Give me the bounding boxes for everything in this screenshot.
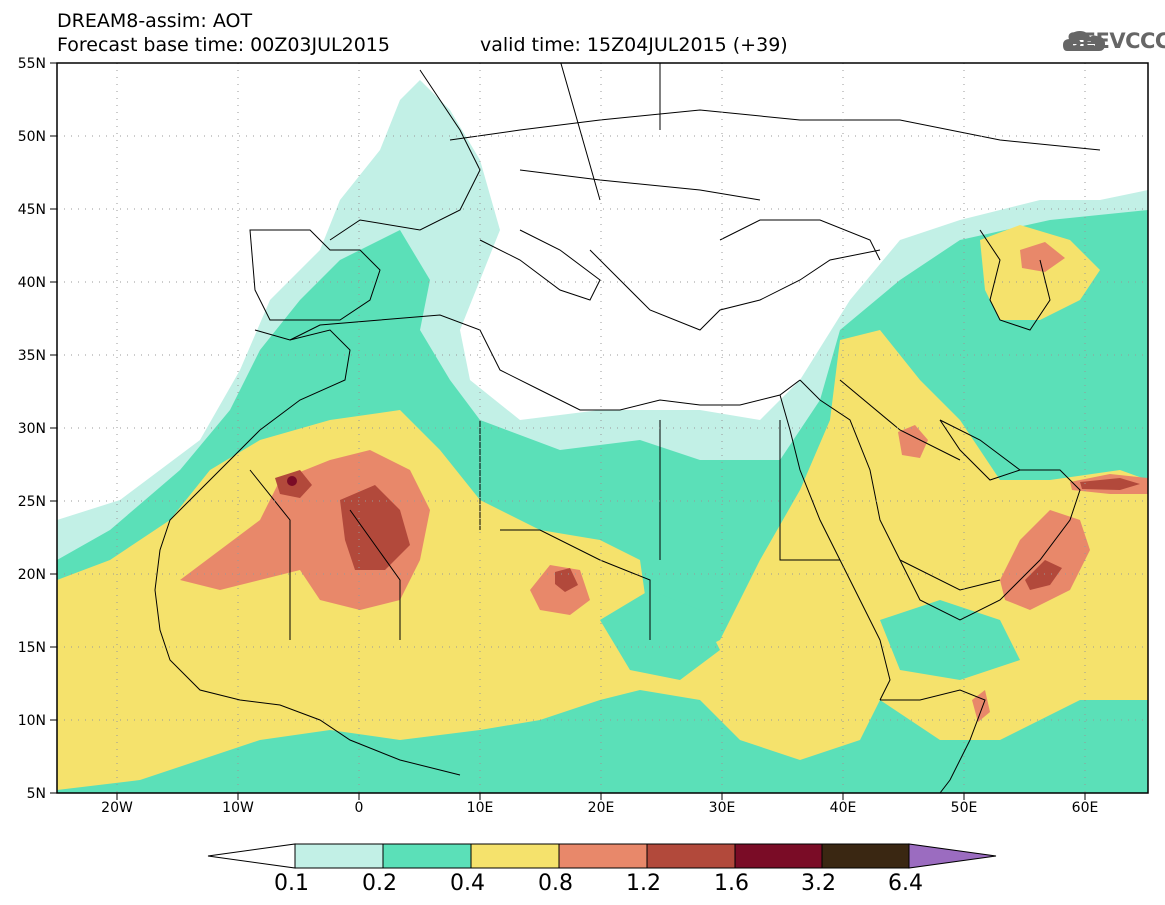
colorbar-segment <box>734 843 823 869</box>
lon-label: 40E <box>830 800 857 816</box>
coast-iberia <box>249 229 381 321</box>
lon-label: 20W <box>101 800 133 816</box>
cloud-icon <box>1063 31 1105 51</box>
lat-label: 25N <box>18 494 46 510</box>
lat-label: 20N <box>18 567 46 583</box>
colorbar-label: 3.2 <box>801 871 836 896</box>
colorbar-label: 6.4 <box>888 871 923 896</box>
coast-arabia <box>799 379 1081 621</box>
aot-band-0.8-somalia <box>972 690 990 722</box>
aot-band-0.4 <box>57 330 1148 790</box>
colorbar-label: 0.4 <box>450 871 485 896</box>
aot-band-0.2-horn <box>880 600 1020 680</box>
lat-label: 50N <box>18 129 46 145</box>
colorbar <box>207 843 997 869</box>
colorbar-label: 1.2 <box>626 871 661 896</box>
lon-label: 30E <box>709 800 736 816</box>
map-title: DREAM8-assim: AOT <box>57 10 253 32</box>
coast-black-sea <box>719 219 881 261</box>
aot-shading <box>57 63 1148 793</box>
aot-band-0.2-sahel <box>600 590 720 680</box>
tick-marks <box>50 62 1086 800</box>
aot-band-1.6-peak <box>287 476 297 486</box>
lat-label: 30N <box>18 421 46 437</box>
colorbar-segment <box>470 843 560 869</box>
aot-band-1.2-west <box>340 485 410 570</box>
lon-label: 60E <box>1072 800 1099 816</box>
lon-label: 20E <box>588 800 615 816</box>
colorbar-label: 1.6 <box>714 871 749 896</box>
coastlines <box>154 63 1101 793</box>
colorbar-label: 0.8 <box>538 871 573 896</box>
border-europe <box>449 63 1101 201</box>
aot-band-0.8-chad <box>530 565 590 615</box>
lon-label: 0 <box>355 800 364 816</box>
aot-band-0.8-caspian <box>1020 242 1065 272</box>
forecast-base-time: Forecast base time: 00Z03JUL2015 <box>57 34 390 56</box>
logo-text: SEEVCCC <box>1067 29 1165 53</box>
colorbar-segment <box>382 843 472 869</box>
coast-caspian <box>979 229 1051 331</box>
colorbar-label: 0.1 <box>274 871 309 896</box>
colorbar-label: 0.2 <box>362 871 397 896</box>
aot-band-0.4-caspian <box>980 225 1100 320</box>
lat-label: 55N <box>18 56 46 72</box>
aot-band-1.2-gulf <box>1080 478 1140 490</box>
coast-balkans <box>589 249 881 331</box>
coast-west-africa <box>154 329 461 776</box>
aot-band-1.2-chad <box>555 568 578 592</box>
colorbar-segment <box>646 843 736 869</box>
lon-label: 10W <box>222 800 254 816</box>
lat-label: 35N <box>18 348 46 364</box>
coast-italy <box>479 229 601 301</box>
valid-time: valid time: 15Z04JUL2015 (+39) <box>480 34 788 56</box>
aot-band-1.2-oman <box>1025 560 1062 590</box>
lat-label: 45N <box>18 202 46 218</box>
colorbar-left-arrow <box>207 843 296 869</box>
coast-persian-gulf <box>939 419 1060 471</box>
lat-label: 40N <box>18 275 46 291</box>
coast-europe <box>329 69 481 241</box>
colorbar-segment <box>821 843 910 869</box>
border-1 <box>249 469 651 640</box>
colorbar-segment <box>558 843 648 869</box>
coast-east-africa <box>880 689 986 793</box>
border-3 <box>839 379 1001 591</box>
graticule <box>57 63 1148 793</box>
lat-label: 15N <box>18 640 46 656</box>
lon-labels: 20W 10W 0 10E 20E 30E 40E 50E 60E <box>101 800 1098 816</box>
lat-labels: 55N 50N 45N 40N 35N 30N 25N 20N 15N 10N … <box>18 56 46 802</box>
lon-label: 50E <box>951 800 978 816</box>
coast-north-africa <box>289 314 801 411</box>
lon-label: 10E <box>467 800 494 816</box>
colorbar-segment <box>294 843 384 869</box>
colorbar-right-arrow <box>908 843 997 869</box>
lat-label: 5N <box>27 786 46 802</box>
lat-label: 10N <box>18 713 46 729</box>
